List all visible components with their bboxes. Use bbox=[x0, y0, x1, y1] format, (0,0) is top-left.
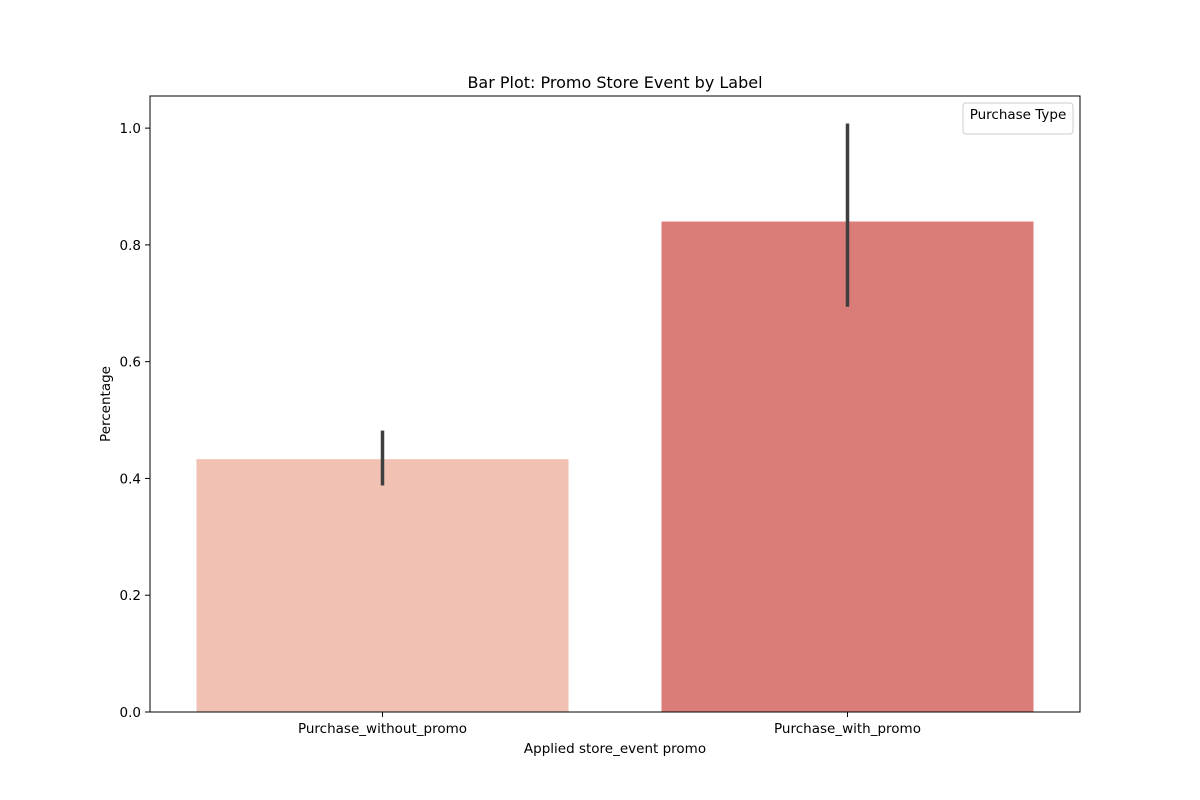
y-axis-label: Percentage bbox=[98, 366, 114, 442]
plot-area-frame bbox=[149, 95, 1081, 713]
x-tick-label: Purchase_without_promo bbox=[298, 721, 467, 737]
chart-title: Bar Plot: Promo Store Event by Label bbox=[467, 73, 762, 92]
x-axis-ticks: Purchase_without_promo Purchase_with_prom… bbox=[298, 712, 921, 737]
y-tick-label: 0.0 bbox=[120, 705, 141, 721]
y-tick-label: 0.2 bbox=[120, 588, 141, 604]
y-tick-label: 0.6 bbox=[120, 355, 141, 371]
x-axis-label: Applied store_event promo bbox=[524, 741, 706, 757]
bar-purchase-without-promo bbox=[196, 459, 569, 712]
x-tick-label: Purchase_with_promo bbox=[774, 721, 921, 737]
y-tick-label: 0.8 bbox=[120, 238, 141, 254]
y-tick-label: 1.0 bbox=[120, 121, 141, 137]
y-axis-ticks: 0.0 0.2 0.4 0.6 0.8 1.0 bbox=[120, 121, 150, 721]
legend-box bbox=[962, 102, 1074, 135]
error-bars-layer bbox=[380, 123, 850, 486]
legend: Purchase Type bbox=[962, 102, 1074, 135]
y-tick-label: 0.4 bbox=[120, 471, 141, 487]
legend-title: Purchase Type bbox=[970, 107, 1067, 123]
bars-layer bbox=[196, 221, 1034, 713]
